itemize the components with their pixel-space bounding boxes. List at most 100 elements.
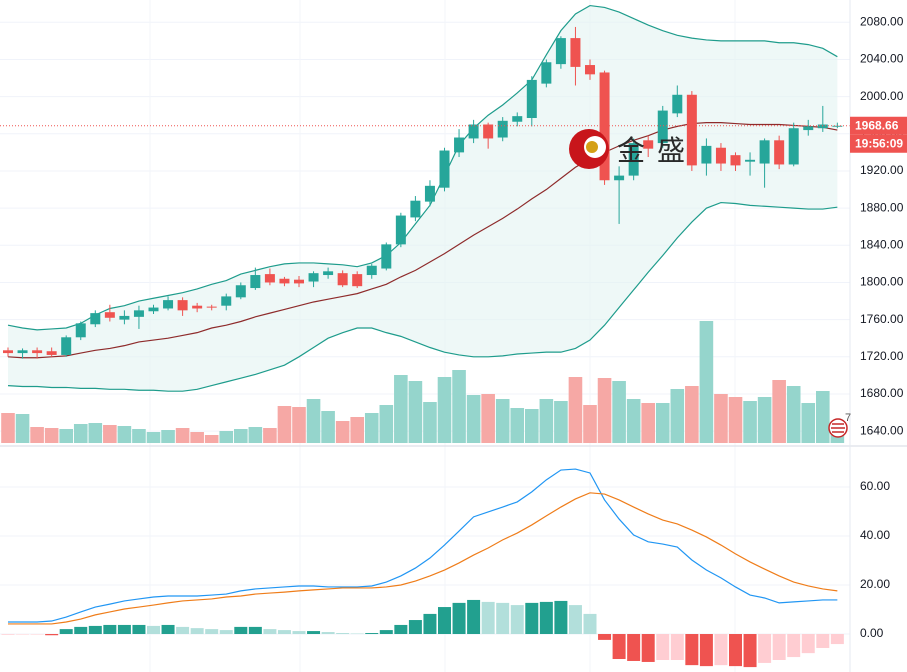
volume-bar bbox=[73, 424, 88, 443]
current-price-label: 1968.66 bbox=[855, 118, 899, 132]
candle-body bbox=[541, 62, 552, 84]
volume-bar bbox=[175, 428, 190, 443]
volume-bar bbox=[554, 401, 568, 443]
volume-bar bbox=[466, 395, 481, 443]
bollinger-upper bbox=[7, 4, 838, 331]
candle-body bbox=[657, 110, 668, 144]
volume-bar bbox=[583, 405, 597, 443]
price-axis-background bbox=[850, 0, 907, 672]
volume-bar bbox=[423, 402, 437, 443]
volume-bar bbox=[44, 428, 59, 443]
macd-histogram-bar bbox=[365, 633, 379, 635]
event-badge-flag bbox=[831, 423, 845, 433]
volume-bar bbox=[190, 432, 204, 443]
candle-body bbox=[381, 244, 392, 269]
macd-histogram-bar bbox=[59, 629, 73, 635]
macd-histogram-bar bbox=[612, 634, 626, 660]
volume-bar bbox=[59, 429, 73, 443]
macd-histogram-bar bbox=[670, 634, 684, 660]
macd-histogram-bar bbox=[292, 631, 306, 635]
candle-body bbox=[672, 94, 683, 114]
y-tick-label: 1760.00 bbox=[860, 312, 904, 326]
macd-histogram-bar bbox=[394, 624, 408, 635]
candle-body bbox=[192, 305, 203, 309]
volume-bar bbox=[437, 377, 452, 443]
macd-histogram-bar bbox=[336, 633, 350, 635]
volume-bar bbox=[364, 413, 379, 443]
candle-body bbox=[133, 310, 144, 317]
macd-histogram-bar bbox=[234, 626, 248, 635]
y-tick-label: 1800.00 bbox=[860, 275, 904, 289]
macd-histogram-bar bbox=[452, 602, 466, 635]
macd-histogram-bar bbox=[176, 626, 190, 635]
y-tick-label: 1880.00 bbox=[860, 200, 904, 214]
macd-tick-label: 0.00 bbox=[860, 626, 884, 640]
macd-histogram-bar bbox=[103, 624, 117, 635]
candle-body bbox=[366, 265, 377, 276]
macd-histogram-bar bbox=[117, 624, 131, 635]
volume-bar bbox=[103, 425, 117, 443]
volume-bar bbox=[321, 411, 335, 443]
macd-histogram-bar bbox=[248, 626, 262, 635]
volume-bar bbox=[277, 406, 292, 443]
macd-histogram-bar bbox=[16, 634, 30, 635]
macd-histogram-bar bbox=[205, 629, 219, 635]
volume-bar bbox=[685, 386, 699, 443]
candle-body bbox=[614, 175, 625, 181]
volume-bar bbox=[394, 375, 408, 443]
volume-bar bbox=[568, 377, 583, 443]
volume-bar bbox=[452, 370, 466, 443]
y-tick-label: 2040.00 bbox=[860, 52, 904, 66]
volume-bar bbox=[481, 394, 495, 443]
volume-bar bbox=[612, 381, 626, 443]
macd-histogram-bar bbox=[161, 624, 175, 635]
volume-bar bbox=[626, 399, 641, 443]
candle-body bbox=[483, 124, 494, 139]
candle-body bbox=[279, 278, 290, 284]
macd-histogram-bar bbox=[263, 629, 277, 635]
macd-histogram-bar bbox=[714, 634, 728, 666]
volume-bar bbox=[801, 403, 816, 443]
macd-histogram-bar bbox=[787, 634, 801, 658]
volume-bar bbox=[379, 405, 394, 443]
candle-body bbox=[512, 116, 523, 122]
candle-body bbox=[774, 140, 785, 165]
macd-histogram-bar bbox=[830, 634, 844, 645]
macd-histogram-bar bbox=[510, 605, 524, 635]
volume-bar bbox=[263, 428, 277, 443]
candle-body bbox=[497, 120, 508, 138]
volume-bar bbox=[219, 431, 234, 443]
macd-histogram-bar bbox=[45, 634, 59, 636]
volume-bar bbox=[757, 397, 772, 443]
volume-bar bbox=[670, 389, 685, 443]
macd-histogram-bar bbox=[801, 634, 815, 654]
macd-histogram-bar bbox=[30, 634, 44, 635]
candle-body bbox=[352, 274, 363, 287]
macd-histogram-bar bbox=[350, 633, 364, 635]
macd-histogram-bar bbox=[583, 613, 597, 635]
candle-body bbox=[643, 140, 654, 149]
macd-histogram-bar bbox=[219, 630, 233, 635]
countdown-box bbox=[850, 134, 907, 153]
watermark: 金盛 bbox=[569, 129, 697, 169]
bollinger-lower bbox=[7, 201, 838, 392]
volume-bar bbox=[786, 386, 801, 443]
event-badge-count: 7 bbox=[845, 412, 851, 424]
y-tick-label: 1920.00 bbox=[860, 163, 904, 177]
watermark-text: 金盛 bbox=[617, 134, 697, 167]
macd-histogram-bar bbox=[539, 601, 553, 635]
macd-histogram-bar bbox=[321, 632, 335, 635]
macd-histogram-bar bbox=[525, 602, 539, 635]
volume-bar bbox=[495, 399, 510, 443]
candle-body bbox=[206, 306, 217, 308]
candle-body bbox=[599, 72, 610, 181]
volume-bar bbox=[146, 432, 161, 443]
bollinger-fill bbox=[8, 5, 838, 392]
volume-bar bbox=[161, 430, 175, 443]
macd-dea-line bbox=[8, 492, 838, 625]
volume-bar bbox=[816, 391, 830, 443]
macd-histogram-bar bbox=[598, 634, 612, 640]
macd-histogram-bar bbox=[147, 625, 160, 635]
candle-body bbox=[163, 300, 174, 309]
volume-bar bbox=[306, 399, 321, 443]
